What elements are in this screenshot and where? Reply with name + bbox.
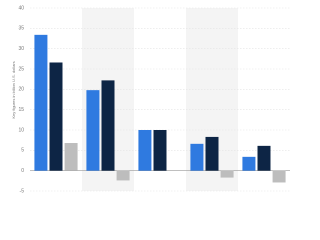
y-tick-label: 30 — [18, 46, 24, 52]
bar — [190, 143, 204, 171]
page: {"chart_data": {"type": "bar", "y_label"… — [11, 5, 290, 195]
bar — [220, 170, 234, 178]
chart: Key figures in billion U.S. dollars -5 0 5… — [11, 5, 290, 194]
bar — [205, 136, 219, 171]
y-tick-label: 10 — [18, 127, 24, 133]
bar — [153, 130, 167, 171]
y-tick-label: 40 — [18, 5, 24, 11]
y-axis-label: Key figures in billion U.S. dollars — [11, 61, 16, 118]
y-tick-label: 5 — [21, 148, 24, 154]
y-tick-label: 35 — [18, 26, 24, 32]
y-tick-label: 15 — [18, 107, 24, 113]
y-tick-label: 25 — [18, 66, 24, 72]
y-tick-label: -5 — [20, 188, 25, 194]
bar — [257, 145, 271, 171]
bar — [272, 170, 286, 183]
bar — [86, 90, 100, 171]
bar — [138, 130, 152, 171]
bar — [34, 34, 48, 171]
y-tick-label: 0 — [21, 168, 24, 174]
y-tick-label: 20 — [18, 87, 24, 93]
bar — [101, 80, 115, 171]
bar — [49, 62, 63, 171]
bar — [116, 170, 130, 181]
bar — [242, 156, 256, 171]
bar — [64, 143, 78, 171]
